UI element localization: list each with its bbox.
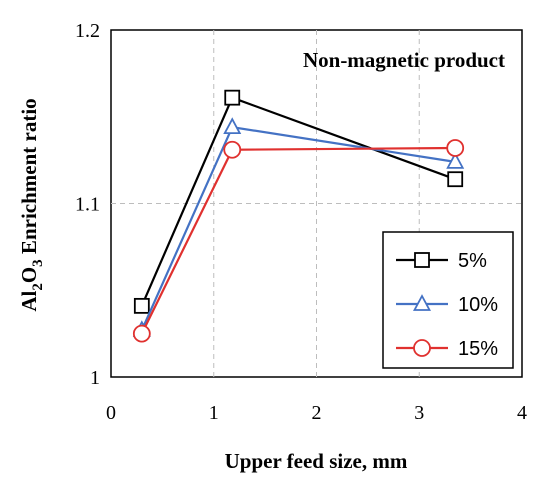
- series-3: [132, 139, 465, 343]
- legend: 5% 10% 15%: [382, 231, 514, 369]
- data-point: [447, 171, 464, 188]
- y-tick-labels: 1 1.1 1.2: [75, 20, 100, 389]
- x-tick-label: 1: [209, 402, 219, 424]
- chart-annotation: Non-magnetic product: [303, 48, 505, 72]
- data-point: [446, 151, 465, 169]
- y-tick-label: 1.1: [75, 194, 100, 216]
- x-axis-title: Upper feed size, mm: [225, 449, 408, 473]
- x-tick-label: 2: [312, 402, 322, 424]
- y-axis-title-o: O: [17, 267, 41, 283]
- legend-marker: [412, 294, 432, 311]
- x-tick-labels: 0 1 2 3 4: [106, 402, 527, 424]
- series-1: [133, 89, 464, 314]
- data-point: [224, 89, 241, 106]
- legend-label: 10%: [458, 294, 498, 316]
- y-axis-title-sub-2: 2: [30, 283, 46, 291]
- y-tick-label: 1: [90, 367, 100, 389]
- gridlines: [111, 30, 522, 377]
- series-group: [132, 89, 465, 343]
- x-tick-label: 4: [517, 402, 527, 424]
- data-point: [446, 139, 465, 157]
- legend-marker: [413, 339, 431, 357]
- y-axis-title-rest: Enrichment ratio: [17, 98, 41, 259]
- x-tick-label: 0: [106, 402, 116, 424]
- data-point: [223, 140, 242, 159]
- y-tick-label: 1.2: [75, 20, 100, 42]
- data-point: [223, 117, 242, 135]
- y-axis-title-al: Al: [17, 290, 41, 311]
- data-point: [133, 297, 150, 314]
- legend-label: 15%: [458, 338, 498, 360]
- y-axis-title: Al2O3 Enrichment ratio: [17, 98, 46, 311]
- y-axis-title-sub-3: 3: [30, 259, 46, 267]
- data-point: [132, 324, 151, 343]
- legend-box: [382, 231, 514, 369]
- x-tick-label: 3: [414, 402, 424, 424]
- legend-marker: [414, 252, 430, 268]
- legend-label: 5%: [458, 250, 487, 272]
